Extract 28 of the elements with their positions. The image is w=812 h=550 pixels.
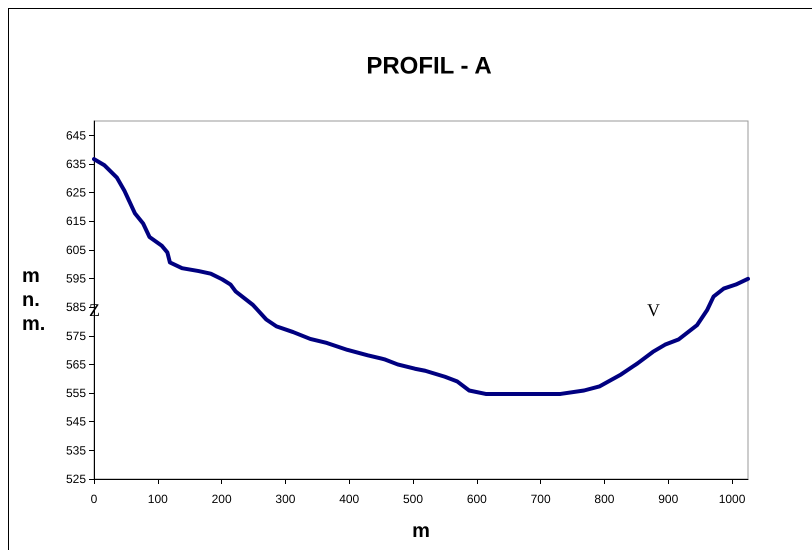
chart-title: PROFIL - A [366, 52, 492, 80]
x-tick-label: 400 [339, 492, 360, 506]
x-tick-label: 100 [148, 492, 168, 506]
y-tick-label: 635 [66, 156, 86, 171]
y-tick-label: 585 [66, 300, 86, 314]
y-tick-label: 565 [66, 357, 86, 372]
x-tick-label: 900 [658, 492, 679, 506]
x-tick-label: 300 [275, 492, 296, 506]
y-tick-label: 595 [66, 272, 86, 286]
y-axis-title: m n. m. [22, 265, 46, 335]
y-tick-label: 615 [66, 214, 86, 228]
x-tick-label: 0 [90, 492, 98, 506]
x-tick-label: 500 [403, 492, 424, 506]
y-tick-label: 645 [66, 128, 86, 142]
x-tick-label: 200 [212, 492, 232, 506]
x-tick-label: 800 [594, 492, 615, 506]
x-tick-label: 600 [466, 492, 488, 506]
x-axis-title: m [412, 520, 430, 542]
y-tick-label: 535 [66, 443, 86, 458]
x-tick-label: 1000 [718, 492, 746, 506]
y-tick-label: 605 [66, 242, 86, 257]
y-tick-label: 525 [66, 472, 86, 486]
x-tick-label: 700 [530, 492, 551, 506]
y-tick-label: 575 [66, 328, 86, 343]
y-tick-label: 545 [66, 414, 86, 429]
y-tick-label: 555 [66, 386, 86, 400]
y-tick-label: 625 [66, 186, 86, 200]
annotation: V [647, 300, 660, 320]
